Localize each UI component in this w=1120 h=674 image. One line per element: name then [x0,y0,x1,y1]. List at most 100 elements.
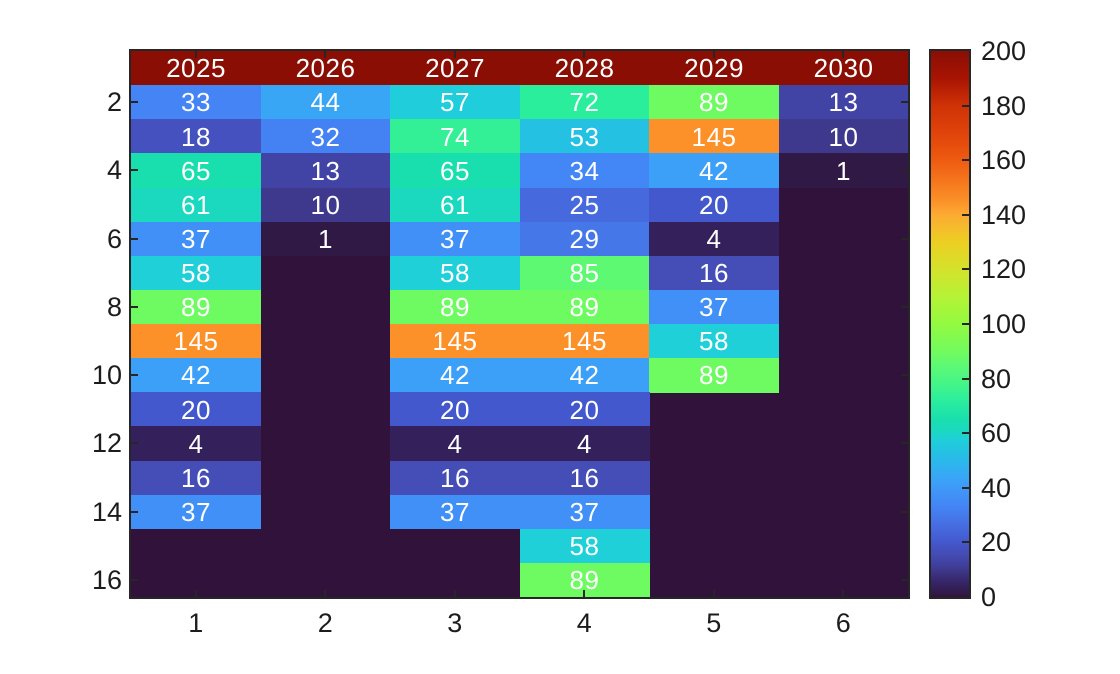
heatmap-cell: 4 [649,221,779,257]
heatmap-cell: 16 [519,460,650,496]
heatmap-cell: 42 [131,358,261,393]
heatmap-cell: 58 [519,528,650,564]
x-tick [324,51,327,58]
y-tick [131,578,138,581]
heatmap-cell: 89 [649,358,779,393]
x-tick [712,51,715,58]
heatmap-cell: 145 [649,119,779,154]
x-tick [194,590,197,597]
y-tick [901,237,908,240]
colorbar-tick-label: 200 [981,36,1027,66]
heatmap-cell: 89 [390,289,520,325]
heatmap-cell: 18 [131,119,261,154]
x-tick-label: 1 [188,608,204,638]
heatmap-cell: 32 [260,119,391,154]
colorbar-tick [962,323,969,325]
heatmap-cell: 65 [390,153,520,188]
heatmap-cell: 20 [519,392,650,427]
heatmap-cell: 33 [131,85,261,120]
colorbar-tick-label: 120 [981,254,1027,285]
colorbar-tick [962,432,969,435]
colorbar-tick [962,213,969,216]
y-tick [901,442,908,445]
colorbar-tick-label: 0 [981,582,997,612]
heatmap-cell: 58 [131,255,261,291]
heatmap-cell: 58 [649,324,779,359]
heatmap-cell: 37 [131,221,261,257]
heatmap-cell: 1 [260,221,391,257]
heatmap-cell: 37 [390,221,520,257]
y-tick-label: 6 [106,223,122,254]
y-tick-label: 14 [91,496,122,527]
y-tick [131,305,138,308]
colorbar-tick [962,268,969,271]
colorbar-tick [962,541,969,544]
x-tick-label: 3 [447,608,463,638]
x-tick [453,590,456,597]
x-tick-label: 2 [317,608,333,638]
colorbar [929,49,971,599]
y-tick-label: 8 [106,291,122,322]
colorbar-tick [962,104,969,107]
heatmap-cell: 29 [519,221,650,257]
y-tick [901,510,908,513]
x-tick [842,590,845,597]
heatmap-plot: 2025 2026 2027 2028 2029 2030 33 44 57 72 89 13 18 32… [129,49,910,599]
colorbar-tick-label: 100 [981,309,1027,339]
heatmap-cell: 20 [649,187,779,223]
heatmap-cell: 42 [649,153,779,188]
x-tick [583,51,586,58]
heatmap-cell: 20 [131,392,261,427]
x-tick-label: 5 [706,608,722,638]
header-cell: 2028 [519,51,650,86]
heatmap-cell: 10 [778,119,908,154]
y-tick [901,578,908,581]
heatmap-cell: 25 [519,187,650,223]
x-tick [712,590,715,597]
y-tick [901,305,908,308]
x-tick [583,590,586,597]
heatmap-cell: 13 [778,85,908,120]
colorbar-tick-label: 80 [981,363,1012,394]
heatmap-cell: 20 [390,392,520,427]
y-tick [131,101,138,104]
heatmap-cell: 42 [519,358,650,393]
heatmap-cell: 42 [390,358,520,393]
y-tick-label: 10 [91,360,122,391]
heatmap-cell: 16 [649,255,779,291]
colorbar-tick-label: 60 [981,418,1012,449]
heatmap-cell: 72 [519,85,650,120]
heatmap-cell: 16 [390,460,520,496]
heatmap-cell: 37 [649,289,779,325]
heatmap-cell: 37 [519,494,650,530]
y-tick [901,169,908,172]
heatmap-cell: 37 [390,494,520,530]
heatmap-cell: 13 [260,153,391,188]
heatmap-cell: 44 [260,85,391,120]
heatmap-cell: 53 [519,119,650,154]
x-tick [842,51,845,58]
colorbar-tick-label: 160 [981,145,1027,176]
y-tick [131,374,138,377]
y-tick-label: 16 [91,564,122,595]
heatmap-cell: 145 [131,324,261,359]
heatmap-cell: 34 [519,153,650,188]
header-cell: 2026 [260,51,391,86]
heatmap-cell: 89 [519,289,650,325]
heatmap-cell: 37 [131,494,261,530]
heatmap-cell: 89 [649,85,779,120]
heatmap-cell: 58 [390,255,520,291]
heatmap-cell: 61 [390,187,520,223]
colorbar-tick-label: 20 [981,527,1012,558]
heatmap-cell: 145 [519,324,650,359]
x-tick-label: 6 [835,608,851,638]
colorbar-tick-label: 40 [981,472,1012,503]
colorbar-tick-label: 140 [981,199,1027,230]
heatmap-cell: 1 [778,153,908,188]
heatmap-cell: 10 [260,187,391,223]
x-tick [194,51,197,58]
heatmap-cell: 4 [131,426,261,461]
y-tick [131,510,138,513]
heatmap-cell: 85 [519,255,650,291]
